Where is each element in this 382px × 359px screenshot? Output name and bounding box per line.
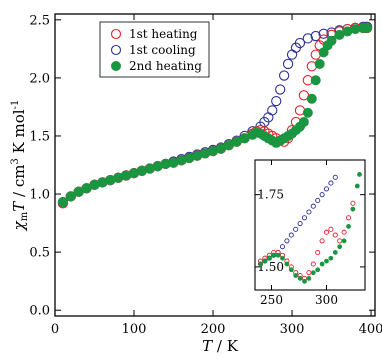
legend: 1st heating 1st cooling 2nd heating [99,21,210,78]
data-point [275,84,286,95]
x-tick-label: 0 [51,322,59,337]
inset-data-point [319,261,325,267]
legend-label-1st-heating: 1st heating [129,27,198,41]
x-tick-label: 200 [201,322,226,337]
legend-marker-2nd-heating [111,61,121,71]
y-tick-label: 2.5 [29,13,50,28]
x-tick-label: 100 [122,322,147,337]
data-point [314,58,325,69]
data-point [282,58,294,70]
inset-x-tick-label: 250 [260,293,283,307]
data-point [318,28,329,39]
inset-data-point [341,229,347,235]
data-point [326,35,337,46]
inset-data-point [288,232,294,238]
inset-data-point [284,261,290,267]
inset-data-point [315,197,321,203]
inset-data-point [315,249,321,255]
inset-data-point [328,226,334,232]
inset-data-point [284,238,290,244]
x-tick-label: 400 [359,322,382,337]
inset-data-point [302,278,307,284]
legend-marker-1st-heating [110,28,122,40]
inset-data-point [293,273,299,278]
inset-data-points [257,172,362,284]
data-point [294,37,306,49]
inset-data-point [293,226,299,232]
inset-data-point [310,203,316,209]
inset-data-point [354,183,360,189]
inset-data-point [324,258,329,264]
y-axis-label: χmT / cm3 K mol-1 [10,100,30,232]
inset-data-point [310,270,316,276]
inset-data-point [271,252,277,258]
data-point [310,75,321,86]
inset-data-point [345,215,352,221]
inset-data-point [323,229,330,235]
data-point [362,22,373,33]
inset-data-point [328,255,334,261]
x-tick-label: 300 [280,322,305,337]
inset-data-point [332,250,338,255]
inset-data-point [266,255,272,261]
main-plot-frame [54,13,376,317]
inset-data-point [310,261,316,267]
y-tick-label: 1.0 [29,188,50,203]
inset-data-point [306,209,312,215]
inset-data-point [323,186,330,192]
main-data-points [57,21,373,209]
data-point [298,117,309,128]
inset-data-point [341,238,347,244]
inset-data-point [350,200,356,206]
data-point [286,49,298,60]
x-axis-label: T / K [202,337,239,355]
y-tick-label: 1.5 [29,129,50,144]
legend-marker-1st-cooling [110,44,122,56]
main-ticks: 0 100 200 300 400 0.0 0.5 1.0 1.5 2.0 2.5 [29,13,382,337]
inset-data-point [280,255,285,261]
inset-data-point [297,221,303,227]
inset-data-point [279,244,286,250]
inset-y-tick-label: 1.75 [257,188,284,202]
y-tick-label: 0.0 [29,304,50,319]
inset-data-point [306,276,312,281]
data-point [302,33,313,44]
data-point [65,191,76,202]
inset-x-tick-label: 300 [315,293,338,307]
y-tick-label: 0.5 [29,246,50,261]
inset-data-point [275,252,281,258]
inset-data-point [346,224,351,229]
data-point [302,107,313,118]
inset-data-point [328,180,334,186]
inset-data-point [319,192,325,198]
legend-label-2nd-heating: 2nd heating [129,59,202,73]
data-point [306,93,317,104]
inset-data-point [357,172,362,177]
inset-data-point [332,232,338,238]
data-point [57,197,68,208]
inset-data-point [315,267,321,273]
data-point [267,105,278,116]
data-point [278,70,290,81]
inset-data-point [319,238,325,244]
inset-data-point [301,215,308,221]
inset-data-point [337,244,343,250]
inset-data-point [262,258,268,264]
inset-data-point [350,206,356,212]
main-plot: 0 100 200 300 400 0.0 0.5 1.0 1.5 2.0 2.5 [29,13,382,337]
inset-data-point [332,174,338,180]
legend-label-1st-cooling: 1st cooling [129,43,196,57]
y-tick-label: 2.0 [29,71,50,86]
inset-data-point [288,267,294,273]
inset-data-point [258,261,263,267]
data-point [271,95,282,107]
inset-data-point [297,276,303,281]
